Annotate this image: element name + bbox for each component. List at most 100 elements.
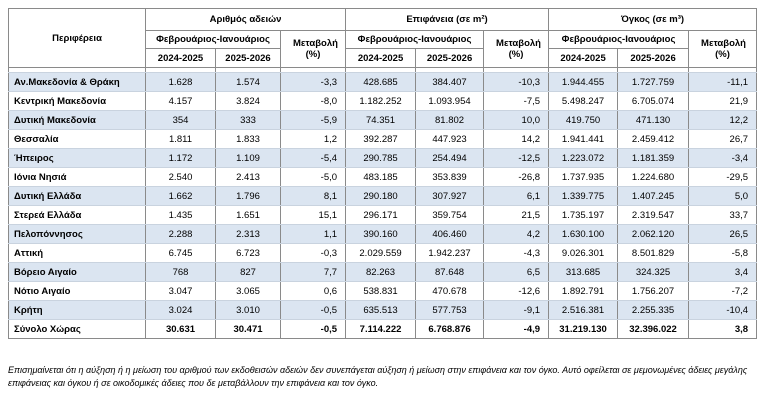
group-title: Επιφάνεια (σε m²) (345, 8, 550, 31)
table-row: Ιόνια Νησιά 2.540 2.413 -5,0 483.185 353.839-… (8, 167, 758, 187)
statistics-table: Περιφέρεια Αριθμός αδειών Επιφάνεια (σε m²… (8, 8, 758, 339)
table-row: Κρήτη 3.024 3.010 -0,5 635.513 577.753 -9,1 2.5… (8, 300, 758, 320)
value-cell: 296.171 (345, 205, 417, 225)
change-cell: -10,3 (483, 72, 550, 92)
change-cell: -9,1 (483, 300, 550, 320)
change-cell: -10,4 (688, 300, 758, 320)
value-cell: 6.705.074 (617, 91, 690, 111)
spacer-row (8, 67, 758, 73)
period-header: Φεβρουάριος-Ιανουάριος (345, 30, 485, 49)
change-cell: -0,3 (279, 243, 347, 263)
value-cell: 290.180 (345, 186, 417, 206)
change-cell: 7,7 (279, 262, 347, 282)
value-cell: 1.796 (215, 186, 281, 206)
footnote: Επισημαίνεται ότι η αύξηση ή η μείωση το… (8, 365, 748, 388)
region-cell: Θεσσαλία (8, 129, 146, 149)
value-cell: 1.662 (145, 186, 216, 206)
value-cell: 827 (215, 262, 281, 282)
value-cell: 82.263 (345, 262, 417, 282)
region-cell: Αττική (8, 243, 146, 263)
value-cell: 392.287 (345, 129, 417, 149)
value-cell: 30.471 (215, 319, 281, 339)
value-cell: 307.927 (415, 186, 485, 206)
spacer-cell (688, 67, 758, 73)
value-cell: 538.831 (345, 281, 417, 301)
value-cell: 1.628 (145, 72, 216, 92)
value-cell: 1.942.237 (415, 243, 485, 263)
value-cell: 471.130 (617, 110, 690, 130)
region-cell: Ήπειρος (8, 148, 146, 168)
value-cell: 3.047 (145, 281, 216, 301)
value-cell: 577.753 (415, 300, 485, 320)
value-cell: 1.109 (215, 148, 281, 168)
value-cell: 6.745 (145, 243, 216, 263)
region-cell: Ιόνια Νησιά (8, 167, 146, 187)
value-cell: 1.941.441 (548, 129, 619, 149)
change-cell: 21,9 (688, 91, 758, 111)
period-header: Φεβρουάριος-Ιανουάριος (548, 30, 690, 49)
change-cell: -8,0 (279, 91, 347, 111)
table-row: Δυτική Ελλάδα 1.662 1.796 8,1 290.180 307.927… (8, 186, 758, 206)
region-cell: Κρήτη (8, 300, 146, 320)
value-cell: 1.574 (215, 72, 281, 92)
region-cell: Στερεά Ελλάδα (8, 205, 146, 225)
year-header: 2025-2026 (617, 48, 690, 68)
value-cell: 470.678 (415, 281, 485, 301)
value-cell: 1.435 (145, 205, 216, 225)
value-cell: 8.501.829 (617, 243, 690, 263)
value-cell: 2.255.335 (617, 300, 690, 320)
change-cell: -4,3 (483, 243, 550, 263)
change-cell: -11,1 (688, 72, 758, 92)
change-cell: 26,7 (688, 129, 758, 149)
value-cell: 1.223.072 (548, 148, 619, 168)
header-row: Περιφέρεια Αριθμός αδειών Επιφάνεια (σε m²… (8, 8, 758, 68)
value-cell: 1.630.100 (548, 224, 619, 244)
table-row: Ήπειρος 1.172 1.109 -5,4 290.785 254.494 -12,5… (8, 148, 758, 168)
change-header: Μεταβολή (%) (279, 30, 347, 68)
value-cell: 32.396.022 (617, 319, 690, 339)
group-title: Αριθμός αδειών (144, 8, 347, 31)
table-row: Αν.Μακεδονία & Θράκη 1.628 1.574 -3,3 428.68… (8, 72, 758, 92)
value-cell: 290.785 (345, 148, 417, 168)
header-row: 2024-2025 2025-2026 2024-2025 2025-2026 2024… (9, 48, 757, 68)
change-cell: -5,4 (279, 148, 347, 168)
change-cell: -5,0 (279, 167, 347, 187)
value-cell: 81.802 (415, 110, 485, 130)
change-cell: -12,5 (483, 148, 550, 168)
region-cell: Δυτική Μακεδονία (8, 110, 146, 130)
value-cell: 3.824 (215, 91, 281, 111)
value-cell: 1.756.207 (617, 281, 690, 301)
change-header: Μεταβολή (%) (688, 30, 758, 68)
change-cell: 6,5 (483, 262, 550, 282)
group-title: Όγκος (σε m³) (548, 8, 758, 31)
value-cell: 3.024 (145, 300, 216, 320)
value-cell: 6.768.876 (415, 319, 485, 339)
value-cell: 4.157 (145, 91, 216, 111)
change-cell: 14,2 (483, 129, 550, 149)
value-cell: 2.288 (145, 224, 216, 244)
value-cell: 483.185 (345, 167, 417, 187)
value-cell: 3.065 (215, 281, 281, 301)
value-cell: 353.839 (415, 167, 485, 187)
value-cell: 1.172 (145, 148, 216, 168)
value-cell: 333 (215, 110, 281, 130)
value-cell: 1.735.197 (548, 205, 619, 225)
change-cell: -29,5 (688, 167, 758, 187)
change-cell: -5,8 (688, 243, 758, 263)
value-cell: 2.029.559 (345, 243, 417, 263)
value-cell: 2.319.547 (617, 205, 690, 225)
change-cell: -7,5 (483, 91, 550, 111)
region-cell: Δυτική Ελλάδα (8, 186, 146, 206)
value-cell: 9.026.301 (548, 243, 619, 263)
table-row: Κεντρική Μακεδονία 4.157 3.824 -8,0 1.182.25… (8, 91, 758, 111)
change-cell: 21,5 (483, 205, 550, 225)
region-cell: Νότιο Αιγαίο (8, 281, 146, 301)
value-cell: 428.685 (345, 72, 417, 92)
value-cell: 390.160 (345, 224, 417, 244)
value-cell: 1.224.680 (617, 167, 690, 187)
change-cell: 1,2 (279, 129, 347, 149)
value-cell: 2.062.120 (617, 224, 690, 244)
value-cell: 1.182.252 (345, 91, 417, 111)
change-cell: 15,1 (279, 205, 347, 225)
value-cell: 31.219.130 (548, 319, 619, 339)
